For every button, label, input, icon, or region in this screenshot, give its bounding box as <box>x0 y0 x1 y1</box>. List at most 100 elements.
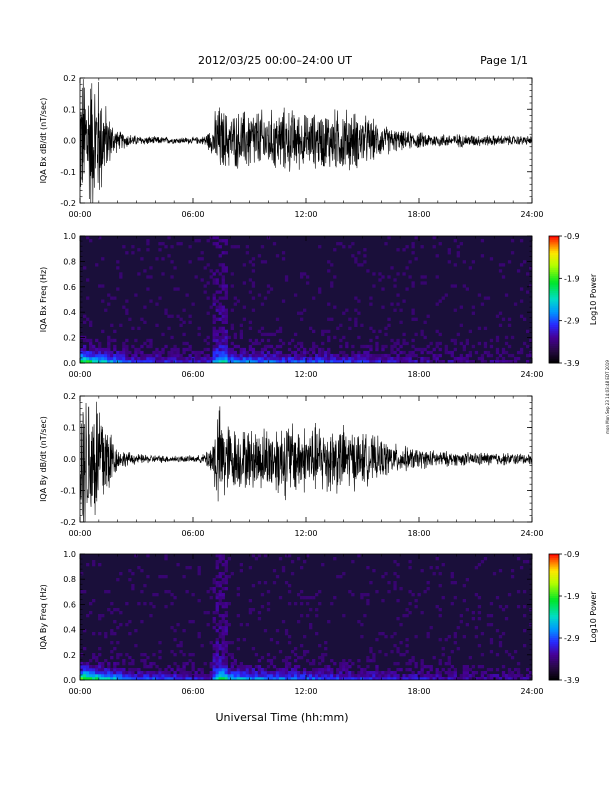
spectrogram-cell <box>498 353 503 358</box>
spectrogram-cell <box>369 359 373 363</box>
spectrogram-cell <box>375 356 379 361</box>
spectrogram-cell <box>339 344 343 349</box>
spectrogram-cell <box>215 344 219 349</box>
spectrogram-cell <box>284 356 289 361</box>
spectrogram-cell <box>263 668 268 672</box>
spectrogram-cell <box>221 617 225 621</box>
spectrogram-cell <box>137 674 141 678</box>
spectrogram-cell <box>155 323 159 328</box>
spectrogram-cell <box>363 254 367 258</box>
spectrogram-cell <box>330 353 334 358</box>
spectrogram-cell <box>302 653 307 657</box>
spectrogram-cell <box>128 359 132 363</box>
spectrogram-cell <box>306 650 310 654</box>
y-axis-label: IQA Bx dB/dt (nT/sec) <box>39 98 48 184</box>
spectrogram-cell <box>206 281 210 285</box>
spectrogram-cell <box>287 584 292 588</box>
spectrogram-cell <box>164 554 168 558</box>
spectrogram-cell <box>98 665 102 669</box>
spectrogram-cell <box>384 677 388 680</box>
spectrogram-cell <box>486 296 491 300</box>
spectrogram-cell <box>275 254 280 258</box>
spectrogram-cell <box>116 356 120 361</box>
spectrogram-cell <box>263 671 268 675</box>
spectrogram-cell <box>218 272 222 276</box>
spectrogram-cell <box>227 347 231 352</box>
spectrogram-cell <box>152 593 156 597</box>
spectrogram-cell <box>339 350 343 355</box>
spectrogram-cell <box>330 668 334 672</box>
spectrogram-cell <box>110 674 114 678</box>
spectrogram-cell <box>528 266 532 270</box>
spectrogram-cell <box>302 359 307 363</box>
x-tick-label: 00:00 <box>68 529 91 538</box>
spectrogram-cell <box>218 662 222 666</box>
spectrogram-cell <box>257 665 262 669</box>
spectrogram-cell <box>357 353 361 358</box>
spectrogram-cell <box>441 647 445 651</box>
spectrogram-cell <box>272 359 277 363</box>
spectrogram-cell <box>191 620 195 624</box>
spectrogram-cell <box>101 347 105 352</box>
spectrogram-cell <box>218 239 222 243</box>
spectrogram-cell <box>263 296 268 300</box>
colorbar-swatch <box>549 286 559 290</box>
spectrogram-cell <box>221 593 225 597</box>
spectrogram-cell <box>230 656 234 660</box>
colorbar-swatch <box>549 335 559 338</box>
colorbar-swatch <box>549 282 559 286</box>
spectrogram-cell <box>182 674 186 678</box>
spectrogram-cell <box>450 284 454 288</box>
spectrogram-cell <box>302 350 307 355</box>
spectrogram-cell <box>170 260 174 264</box>
spectrogram-cell <box>218 329 222 334</box>
spectrogram-cell <box>83 674 87 678</box>
spectrogram-cell <box>315 353 319 358</box>
spectrogram-cell <box>399 641 403 645</box>
spectrogram-cell <box>525 329 530 334</box>
colorbar-swatch <box>549 614 559 618</box>
spectrogram-cell <box>513 359 518 363</box>
spectrogram-cell <box>372 677 376 680</box>
spectrogram-cell <box>242 347 247 352</box>
spectrogram-cell <box>137 356 141 361</box>
spectrogram-cell <box>263 344 268 349</box>
spectrogram-cell <box>242 356 247 361</box>
spectrogram-cell <box>83 350 87 355</box>
spectrogram-cell <box>453 581 457 585</box>
spectrogram-cell <box>149 338 153 343</box>
spectrogram-cell <box>339 323 343 328</box>
spectrogram-cell <box>390 266 394 270</box>
spectrogram-cell <box>86 668 90 672</box>
spectrogram-cell <box>152 677 156 680</box>
spectrogram-cell <box>465 665 470 669</box>
spectrogram-cell <box>92 350 96 355</box>
spectrogram-cell <box>212 677 216 680</box>
spectrogram-cell <box>366 599 370 603</box>
spectrogram-cell <box>152 671 156 675</box>
spectrogram-cell <box>218 665 222 669</box>
spectrogram-cell <box>158 296 162 300</box>
spectrogram-cell <box>519 566 524 570</box>
spectrogram-cell <box>185 341 189 346</box>
spectrogram-cell <box>125 359 129 363</box>
spectrogram-cell <box>242 263 247 267</box>
colorbar-swatch <box>549 659 559 662</box>
spectrogram-cell <box>218 575 222 579</box>
spectrogram-cells <box>80 554 532 680</box>
spectrogram-cell <box>164 359 168 363</box>
spectrogram-cell <box>450 674 454 678</box>
spectrogram-cell <box>426 581 430 585</box>
spectrogram-cell <box>257 581 262 585</box>
spectrogram-cell <box>215 338 219 343</box>
spectrogram-cell <box>315 632 319 636</box>
spectrogram-cell <box>125 671 129 675</box>
spectrogram-cell <box>251 296 256 300</box>
spectrogram-cell <box>375 353 379 358</box>
spectrogram-cell <box>321 656 325 660</box>
spectrogram-cell <box>275 674 280 678</box>
spectrogram-cell <box>164 557 168 561</box>
colorbar-swatch <box>549 299 559 303</box>
spectrogram-cell <box>384 353 388 358</box>
spectrogram-cell <box>170 245 174 249</box>
